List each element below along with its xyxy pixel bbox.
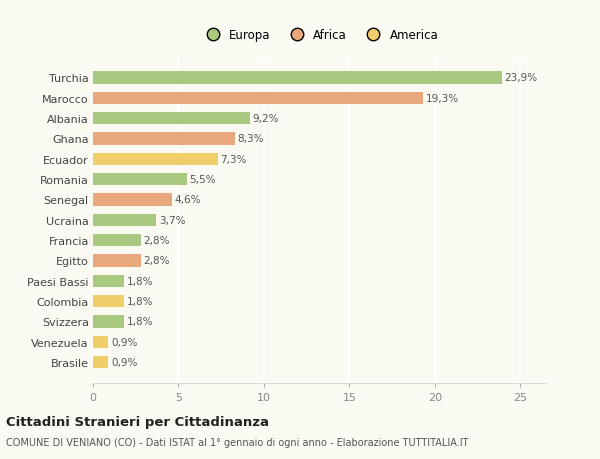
Text: 0,9%: 0,9% xyxy=(111,337,137,347)
Bar xyxy=(93,113,250,125)
Text: 5,5%: 5,5% xyxy=(190,175,216,185)
Text: 19,3%: 19,3% xyxy=(425,94,458,104)
Bar xyxy=(93,214,156,226)
Bar xyxy=(93,336,109,348)
Bar xyxy=(93,296,124,308)
Text: COMUNE DI VENIANO (CO) - Dati ISTAT al 1° gennaio di ogni anno - Elaborazione TU: COMUNE DI VENIANO (CO) - Dati ISTAT al 1… xyxy=(6,437,469,447)
Text: Cittadini Stranieri per Cittadinanza: Cittadini Stranieri per Cittadinanza xyxy=(6,415,269,428)
Text: 7,3%: 7,3% xyxy=(220,155,247,164)
Text: 0,9%: 0,9% xyxy=(111,358,137,367)
Text: 1,8%: 1,8% xyxy=(127,297,153,307)
Text: 4,6%: 4,6% xyxy=(174,195,200,205)
Bar xyxy=(93,356,109,369)
Text: 8,3%: 8,3% xyxy=(238,134,264,144)
Legend: Europa, Africa, America: Europa, Africa, America xyxy=(196,24,443,46)
Text: 1,8%: 1,8% xyxy=(127,317,153,327)
Bar xyxy=(93,275,124,287)
Text: 3,7%: 3,7% xyxy=(159,215,185,225)
Bar xyxy=(93,72,502,84)
Bar xyxy=(93,316,124,328)
Bar xyxy=(93,174,187,186)
Text: 2,8%: 2,8% xyxy=(143,235,170,246)
Text: 1,8%: 1,8% xyxy=(127,276,153,286)
Bar xyxy=(93,133,235,145)
Text: 23,9%: 23,9% xyxy=(504,73,537,83)
Text: 9,2%: 9,2% xyxy=(253,114,280,124)
Bar xyxy=(93,92,423,105)
Bar xyxy=(93,255,141,267)
Bar xyxy=(93,194,172,206)
Bar xyxy=(93,153,218,166)
Bar xyxy=(93,235,141,246)
Text: 2,8%: 2,8% xyxy=(143,256,170,266)
